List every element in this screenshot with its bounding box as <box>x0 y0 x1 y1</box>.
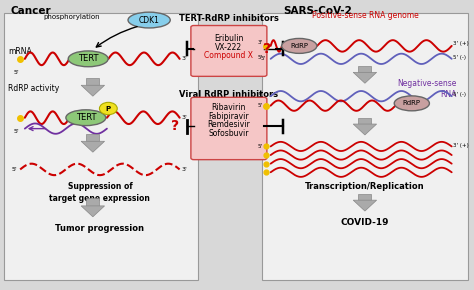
Text: RdRP: RdRP <box>403 100 421 106</box>
Text: Positive-sense RNA genome: Positive-sense RNA genome <box>311 11 418 20</box>
Text: TERT-RdRP inhibitors: TERT-RdRP inhibitors <box>179 14 279 23</box>
Text: 5' (-): 5' (-) <box>453 55 466 60</box>
Text: Remdesivir: Remdesivir <box>208 120 250 129</box>
Text: 3': 3' <box>182 56 188 61</box>
Text: 3': 3' <box>257 93 262 98</box>
Text: P: P <box>106 106 111 112</box>
Polygon shape <box>358 66 372 72</box>
Text: RdRP activity: RdRP activity <box>9 84 60 93</box>
Polygon shape <box>86 77 100 85</box>
Text: SARS-CoV-2: SARS-CoV-2 <box>283 6 352 16</box>
Polygon shape <box>81 141 105 152</box>
Polygon shape <box>81 206 105 217</box>
Text: Eribulin: Eribulin <box>214 34 244 43</box>
Text: VX-222: VX-222 <box>215 43 242 52</box>
FancyBboxPatch shape <box>4 13 199 280</box>
Text: 5': 5' <box>258 144 263 149</box>
Text: COVID-19: COVID-19 <box>341 218 389 227</box>
Text: 5': 5' <box>261 56 265 61</box>
Text: Tumor progression: Tumor progression <box>55 224 145 233</box>
Text: 5': 5' <box>11 167 17 172</box>
Text: Cancer: Cancer <box>11 6 51 16</box>
Text: ?: ? <box>263 42 272 56</box>
Text: RdRP: RdRP <box>290 43 308 49</box>
Polygon shape <box>358 118 372 124</box>
Text: Sofosbuvir: Sofosbuvir <box>209 129 249 138</box>
Polygon shape <box>86 133 100 141</box>
Polygon shape <box>353 124 377 135</box>
Text: 5': 5' <box>257 103 262 108</box>
Text: Compound X: Compound X <box>204 51 254 60</box>
Ellipse shape <box>282 39 317 53</box>
Text: 3': 3' <box>182 115 188 120</box>
Text: 3' (+): 3' (+) <box>453 142 469 148</box>
Polygon shape <box>353 72 377 83</box>
Text: Ribavirin: Ribavirin <box>212 103 246 112</box>
Text: Suppression of
target gene expression: Suppression of target gene expression <box>49 182 150 203</box>
Text: CDK1: CDK1 <box>139 16 160 25</box>
Ellipse shape <box>68 51 108 67</box>
Ellipse shape <box>394 96 429 111</box>
Text: Viral RdRP inhibitors: Viral RdRP inhibitors <box>179 90 278 99</box>
Text: 5': 5' <box>14 129 20 134</box>
Ellipse shape <box>128 12 170 28</box>
Text: 3': 3' <box>182 167 188 172</box>
Ellipse shape <box>100 102 117 115</box>
Ellipse shape <box>66 110 106 126</box>
Polygon shape <box>81 85 105 96</box>
Text: TERT: TERT <box>78 54 99 63</box>
Text: ?: ? <box>171 119 179 133</box>
Text: 5' (-): 5' (-) <box>453 92 466 97</box>
Text: 3': 3' <box>258 40 263 45</box>
FancyBboxPatch shape <box>191 26 267 76</box>
Text: Fabipiravir: Fabipiravir <box>209 112 249 121</box>
Text: Transcription/Replication: Transcription/Replication <box>305 182 425 191</box>
FancyBboxPatch shape <box>262 13 468 280</box>
Text: Negative-sense
RNA: Negative-sense RNA <box>397 79 456 99</box>
Text: phosphorylation: phosphorylation <box>44 14 100 20</box>
Polygon shape <box>353 200 377 211</box>
Polygon shape <box>86 198 100 206</box>
Text: TERT: TERT <box>75 113 96 122</box>
Text: mRNA: mRNA <box>9 47 32 56</box>
Polygon shape <box>358 194 372 200</box>
FancyBboxPatch shape <box>191 97 267 160</box>
Text: 5': 5' <box>258 55 263 60</box>
Text: 3' (+): 3' (+) <box>453 41 469 46</box>
Text: 5': 5' <box>14 70 20 75</box>
